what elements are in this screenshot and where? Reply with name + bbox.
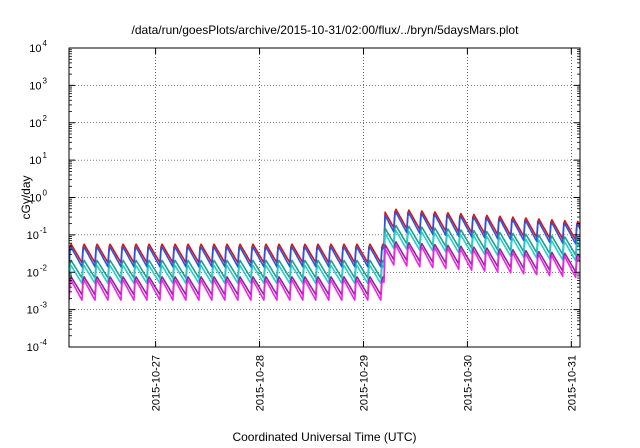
y-axis-label: cGy/day — [19, 175, 33, 219]
series-group — [69, 208, 580, 301]
y-tick-label: 102 — [29, 114, 47, 130]
y-tick-label: 10-3 — [27, 301, 48, 317]
y-tick-label: 104 — [29, 39, 47, 55]
x-tick-label: 2015-10-29 — [358, 355, 370, 411]
series-line-1 — [69, 208, 580, 264]
y-tick-label: 103 — [29, 76, 47, 92]
series-line-3 — [69, 224, 580, 279]
x-axis: 2015-10-27 2015-10-28 2015-10-29 2015-10-30… — [151, 48, 578, 411]
series-line-5 — [69, 241, 580, 296]
y-tick-label: 10-4 — [27, 338, 48, 354]
y-tick-label: 101 — [29, 151, 47, 167]
series-line-2 — [69, 211, 580, 268]
x-tick-label: 2015-10-28 — [255, 355, 267, 411]
y-tick-label: 10-2 — [27, 263, 48, 279]
series-line-6 — [69, 244, 580, 301]
series-line-4 — [69, 229, 580, 285]
x-tick-label: 2015-10-30 — [462, 355, 474, 411]
y-tick-label: 10-1 — [27, 226, 48, 242]
grid — [69, 48, 580, 347]
x-tick-label: 2015-10-31 — [566, 355, 578, 411]
x-tick-label: 2015-10-27 — [151, 355, 163, 411]
x-axis-label: Coordinated Universal Time (UTC) — [232, 430, 416, 444]
chart-title: /data/run/goesPlots/archive/2015-10-31/0… — [132, 23, 520, 37]
